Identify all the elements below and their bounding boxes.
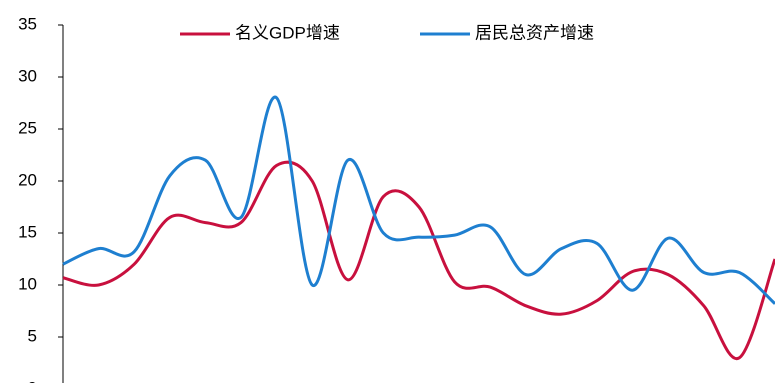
y-tick-label: 35	[18, 14, 37, 33]
y-tick-label: 15	[18, 222, 37, 241]
y-tick-label: 5	[28, 326, 37, 345]
series-line	[62, 160, 775, 361]
y-tick-label: 30	[18, 66, 37, 85]
y-tick-label: 0	[28, 378, 37, 383]
y-tick-label: 25	[18, 118, 37, 137]
y-tick-label: 10	[18, 274, 37, 293]
legend-label: 名义GDP增速	[235, 23, 340, 42]
legend-label: 居民总资产增速	[475, 23, 594, 42]
series-line	[62, 95, 775, 305]
y-tick-label: 20	[18, 170, 37, 189]
